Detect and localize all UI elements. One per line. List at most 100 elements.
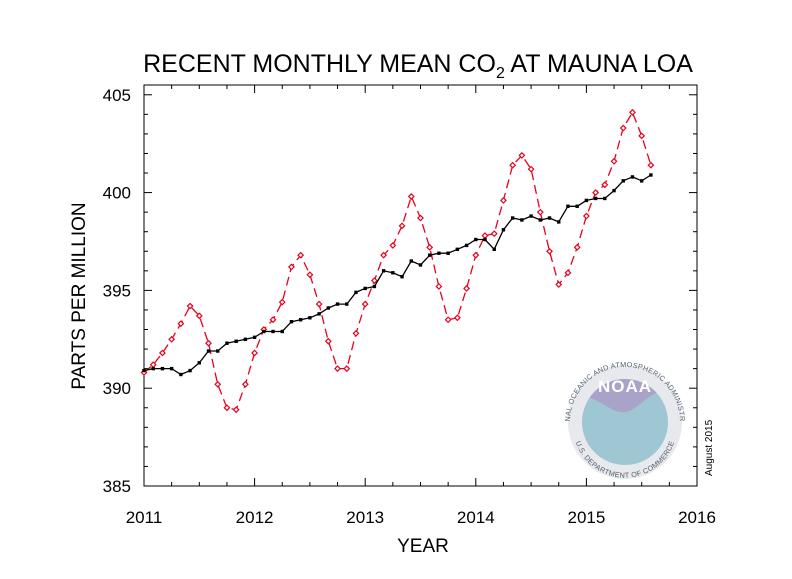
data-point xyxy=(324,337,332,345)
data-point xyxy=(546,247,553,255)
data-point xyxy=(481,232,489,240)
data-point xyxy=(483,237,487,242)
x-tick-label: 2015 xyxy=(567,508,605,527)
data-point xyxy=(298,318,303,322)
data-point xyxy=(160,366,165,371)
data-point xyxy=(206,349,211,353)
data-point xyxy=(177,320,185,328)
data-point xyxy=(278,298,286,306)
data-point xyxy=(428,253,432,257)
data-point xyxy=(455,247,460,252)
data-point xyxy=(592,189,600,197)
data-point xyxy=(518,151,526,159)
data-point xyxy=(474,237,478,242)
data-point xyxy=(638,132,646,140)
data-point xyxy=(492,247,496,252)
data-point xyxy=(216,349,220,353)
y-tick-label: 405 xyxy=(103,86,131,105)
x-tick-label: 2013 xyxy=(346,508,384,527)
data-point xyxy=(418,263,423,267)
data-point xyxy=(463,284,471,292)
x-tick-label: 2011 xyxy=(126,508,163,527)
chart-title: RECENT MONTHLY MEAN CO2 AT MAUNA LOA xyxy=(143,50,693,82)
y-axis-label: PARTS PER MILLION xyxy=(69,202,90,389)
data-point xyxy=(343,365,351,373)
data-point xyxy=(529,214,533,218)
data-point xyxy=(269,316,277,324)
data-point xyxy=(354,290,358,295)
data-point xyxy=(490,230,498,238)
data-point xyxy=(363,286,367,291)
data-point xyxy=(409,259,413,263)
data-point xyxy=(280,329,284,334)
x-tick-label: 2016 xyxy=(678,508,716,527)
data-point xyxy=(151,366,155,371)
data-point xyxy=(335,302,340,306)
data-point xyxy=(158,349,166,357)
data-point xyxy=(464,243,469,248)
data-point xyxy=(520,218,524,222)
data-point xyxy=(584,198,589,203)
data-point xyxy=(234,339,238,343)
data-point xyxy=(317,312,321,316)
series-layer xyxy=(140,108,655,414)
chart-title-subscript: 2 xyxy=(496,65,505,82)
data-point xyxy=(446,251,450,255)
y-tick-label: 385 xyxy=(103,477,131,496)
data-point xyxy=(205,339,212,347)
data-point xyxy=(435,283,443,290)
data-point xyxy=(381,269,386,273)
data-point xyxy=(509,161,517,169)
data-point xyxy=(232,406,240,414)
data-point xyxy=(142,368,146,373)
data-point xyxy=(510,216,515,220)
data-point xyxy=(380,251,388,259)
y-tick-label: 400 xyxy=(103,184,131,203)
data-point xyxy=(306,271,314,279)
data-point xyxy=(621,179,625,183)
data-point xyxy=(345,302,349,306)
data-point xyxy=(361,300,369,308)
x-axis-label: YEAR xyxy=(397,536,449,557)
data-point xyxy=(372,284,377,289)
y-tick-label: 395 xyxy=(103,281,131,300)
data-point xyxy=(186,302,194,310)
data-point xyxy=(630,175,635,179)
data-point xyxy=(188,368,192,373)
data-point xyxy=(223,404,231,412)
data-point xyxy=(601,181,609,189)
x-tick-label: 2012 xyxy=(236,508,274,527)
y-axis: 385 390 395 400 405 xyxy=(103,86,697,496)
data-point xyxy=(593,196,598,201)
data-point xyxy=(619,124,627,132)
data-point xyxy=(289,319,294,324)
data-point xyxy=(400,274,404,279)
data-point xyxy=(195,312,203,320)
data-point xyxy=(629,108,636,116)
data-point xyxy=(527,165,535,173)
data-point xyxy=(169,366,174,371)
data-point xyxy=(389,241,397,249)
x-axis: 2011 2012 2013 2014 2015 2016 xyxy=(126,85,716,527)
chart-title-main: RECENT MONTHLY MEAN CO xyxy=(143,50,496,78)
data-point xyxy=(308,316,312,320)
data-point xyxy=(140,369,148,376)
data-point xyxy=(271,329,275,334)
data-point xyxy=(334,365,341,373)
data-point xyxy=(472,251,480,259)
data-point xyxy=(536,208,544,216)
data-point xyxy=(297,251,305,259)
data-point xyxy=(391,271,395,275)
series-line xyxy=(143,110,652,411)
data-point xyxy=(398,222,406,230)
y-tick-label: 390 xyxy=(103,379,131,398)
data-point xyxy=(252,335,257,340)
data-point xyxy=(288,263,295,271)
data-point xyxy=(603,196,607,201)
logo-wordmark: NOAA xyxy=(598,377,652,396)
data-point xyxy=(315,300,323,308)
data-point xyxy=(437,251,441,255)
data-point xyxy=(168,335,176,343)
data-point xyxy=(444,316,452,324)
data-point xyxy=(214,380,222,388)
